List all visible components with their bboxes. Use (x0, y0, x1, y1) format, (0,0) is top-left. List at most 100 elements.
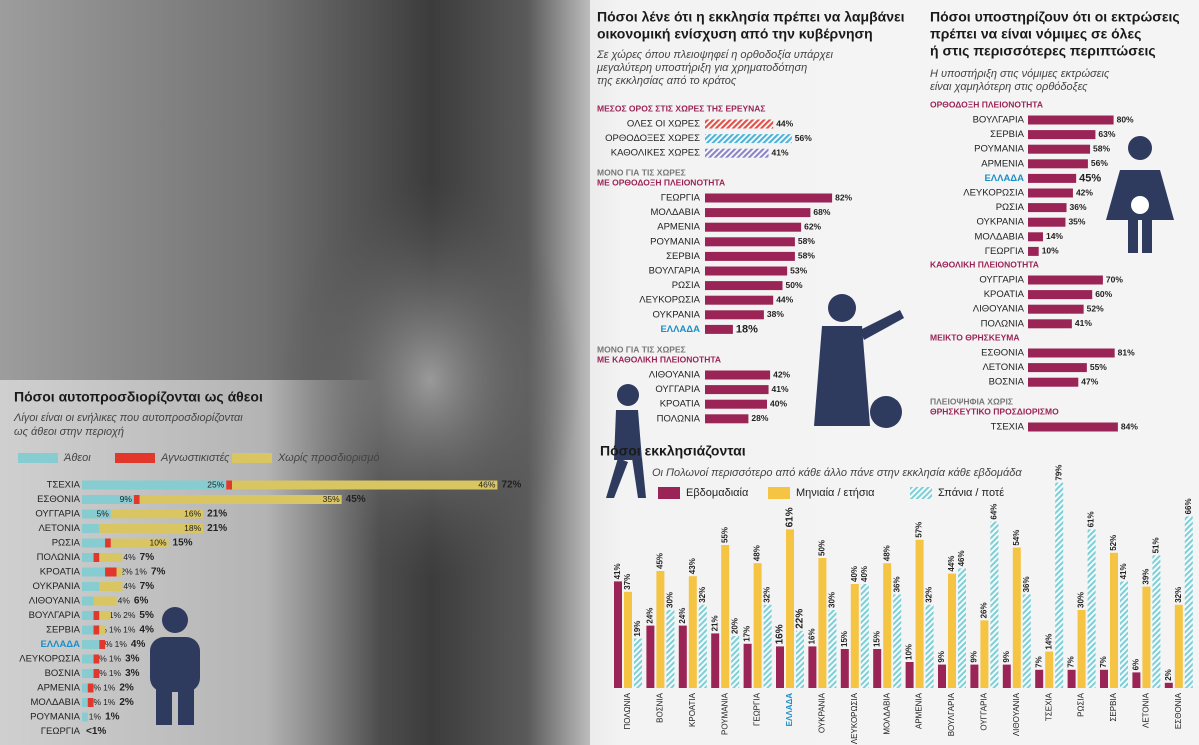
bar (705, 370, 771, 380)
bar (634, 638, 642, 688)
category-label: ΡΟΥΜΑΝΙΑ (30, 712, 81, 723)
category-label: ΡΟΥΜΑΝΙΑ (720, 692, 729, 735)
value-label: 28% (751, 413, 768, 423)
category-label: ΓΕΩΡΓΙΑ (661, 193, 701, 204)
value-label: 53% (790, 265, 807, 275)
value-label: 45% (656, 553, 665, 569)
icon-person (150, 607, 200, 725)
bar-segment (99, 524, 204, 533)
category-label: ΓΕΩΡΓΙΑ (41, 726, 81, 737)
value-label: 25% (207, 479, 224, 489)
value-label: 61% (785, 507, 796, 527)
bar (808, 646, 817, 688)
bar (883, 563, 892, 688)
chart-title: Πόσοι αυτοπροσδιορίζονται ως άθεοι (14, 389, 263, 405)
legend-swatch (910, 487, 932, 499)
bar (786, 529, 794, 688)
chart-subtitle: ως άθεοι στην περιοχή (14, 426, 124, 438)
value-label: 42% (773, 369, 790, 379)
value-label: 1% (109, 624, 122, 634)
bar (1028, 232, 1043, 242)
value-label: 4% (118, 595, 131, 605)
total-label: 7% (151, 567, 166, 578)
value-label: 22% (795, 609, 806, 629)
bar-segment (82, 683, 88, 693)
bar (818, 558, 827, 688)
bar (705, 208, 811, 218)
value-label: 15% (840, 631, 849, 647)
category-label: ΛΕΥΚΟΡΩΣΙΑ (639, 295, 700, 306)
value-label: 1% (89, 682, 102, 692)
bar (753, 563, 762, 688)
category-label: ΕΛΛΑΔΑ (984, 173, 1024, 184)
value-label: 16% (184, 508, 201, 518)
bar (776, 646, 784, 688)
value-label: 1% (115, 639, 128, 649)
category-label: ΒΟΥΛΓΑΡΙΑ (947, 692, 956, 736)
category-label: ΡΩΣΙΑ (1077, 692, 1086, 716)
bar (1028, 188, 1073, 198)
value-label: 47% (1081, 376, 1098, 386)
bar (721, 545, 730, 688)
value-label: 1% (103, 682, 116, 692)
chart-subtitle: μεγαλύτερη υποστήριξη για χρηματοδότηση (596, 62, 807, 74)
value-label: 54% (1012, 530, 1021, 546)
chart-subtitle: Λίγοι είναι οι ενήλικες που αυτοπροσδιορ… (13, 412, 243, 424)
group-label: ΚΑΘΟΛΙΚΗ ΠΛΕΙΟΝΟΤΗΤΑ (930, 259, 1039, 269)
bar (1045, 651, 1054, 688)
bar (1028, 377, 1079, 387)
value-label: 7% (1034, 656, 1043, 668)
bar (1142, 586, 1151, 688)
category-label: ΑΡΜΕΝΙΑ (37, 683, 80, 694)
bar (1028, 304, 1084, 314)
value-label: 2% (120, 566, 133, 576)
category-label: ΜΟΛΔΑΒΙΑ (31, 697, 81, 708)
category-label: ΚΑΘΟΛΙΚΕΣ ΧΩΡΕΣ (611, 148, 700, 159)
bar-segment (82, 596, 94, 606)
category-label: ΜΟΛΔΑΒΙΑ (882, 692, 891, 734)
legend-swatch (768, 487, 790, 499)
legend-swatch (658, 487, 680, 499)
value-label: 5% (97, 508, 110, 518)
bar-segment (93, 553, 100, 562)
total-label: 2% (119, 697, 134, 708)
total-label: 1% (105, 712, 120, 723)
category-label: ΟΥΚΡΑΝΙΑ (652, 309, 700, 320)
legend-label: Χωρίς προσδιορισμό (277, 452, 379, 464)
category-label: ΛΕΤΟΝΙΑ (1142, 692, 1151, 728)
category-label: ΟΥΓΓΑΡΙΑ (655, 384, 700, 395)
chart-title: οικονομική ενίσχυση από την κυβέρνηση (597, 26, 873, 42)
category-label: ΑΡΜΕΝΙΑ (657, 222, 700, 233)
group-label: ΜΕΣΟΣ ΟΡΟΣ ΣΤΙΣ ΧΩΡΕΣ ΤΗΣ ΕΡΕΥΝΑΣ (597, 103, 766, 113)
value-label: 68% (813, 207, 830, 217)
chart-title: Πόσοι υποστηρίζουν ότι οι εκτρώσεις (930, 9, 1180, 25)
value-label: 58% (798, 236, 815, 246)
group-label: ΟΡΘΟΔΟΞΗ ΠΛΕΙΟΝΟΤΗΤΑ (930, 99, 1043, 109)
value-label: 46% (957, 550, 966, 566)
value-label: 1% (89, 711, 102, 721)
bar-segment (232, 480, 498, 490)
value-label: 2% (123, 610, 136, 620)
bar-segment (82, 582, 100, 591)
bar-segment (82, 698, 88, 707)
bar (705, 251, 795, 261)
icon-woman (1106, 136, 1174, 253)
value-label: 24% (646, 608, 655, 624)
bar-segment (82, 611, 94, 620)
bar-segment (110, 509, 204, 519)
category-label: ΓΕΩΡΓΙΑ (985, 246, 1025, 257)
value-label: 44% (776, 118, 793, 128)
chart-title: Πόσοι λένε ότι η εκκλησία πρέπει να λαμβ… (597, 9, 905, 25)
bar (705, 148, 769, 158)
bar (1174, 604, 1183, 688)
value-label: 40% (850, 566, 859, 582)
bar-segment (139, 495, 342, 504)
category-label: ΤΣΕΧΙΑ (1044, 692, 1053, 721)
bar (698, 604, 707, 688)
value-label: 1% (109, 653, 122, 663)
bar (925, 604, 934, 688)
category-label: ΑΡΜΕΝΙΑ (915, 692, 924, 729)
value-label: 14% (1046, 231, 1063, 241)
bar (970, 664, 979, 688)
bar (1028, 203, 1067, 213)
